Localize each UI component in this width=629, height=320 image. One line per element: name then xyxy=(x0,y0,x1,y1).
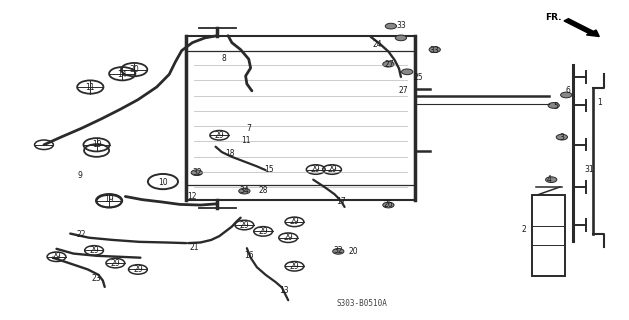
Circle shape xyxy=(383,202,394,208)
Text: 9: 9 xyxy=(77,172,82,180)
Circle shape xyxy=(545,177,557,182)
Text: 11: 11 xyxy=(241,136,250,146)
Text: 15: 15 xyxy=(265,165,274,174)
Text: 27: 27 xyxy=(385,60,394,69)
Text: 16: 16 xyxy=(244,251,253,260)
Text: 29: 29 xyxy=(52,252,61,261)
Circle shape xyxy=(333,249,344,254)
Text: 24: 24 xyxy=(372,40,382,49)
Text: 10: 10 xyxy=(158,178,168,187)
FancyArrow shape xyxy=(564,19,599,36)
Text: FR.: FR. xyxy=(545,13,562,22)
Circle shape xyxy=(548,103,559,108)
Circle shape xyxy=(386,23,396,29)
Text: 23: 23 xyxy=(92,275,101,284)
Text: 29: 29 xyxy=(284,233,293,242)
Text: 20: 20 xyxy=(348,247,358,257)
Text: 29: 29 xyxy=(214,131,224,140)
Bar xyxy=(186,36,415,200)
Circle shape xyxy=(401,69,413,75)
Text: 29: 29 xyxy=(89,246,99,255)
Text: 26: 26 xyxy=(384,200,393,209)
Text: 3: 3 xyxy=(559,133,564,142)
Circle shape xyxy=(429,47,440,52)
Text: 1: 1 xyxy=(597,99,602,108)
Text: 28: 28 xyxy=(259,186,268,195)
Circle shape xyxy=(560,92,572,98)
Text: 33: 33 xyxy=(396,21,406,30)
Text: 21: 21 xyxy=(189,243,199,252)
Text: 6: 6 xyxy=(565,86,571,95)
Circle shape xyxy=(383,61,394,67)
Text: 13: 13 xyxy=(280,285,289,295)
Text: 17: 17 xyxy=(337,197,346,206)
Circle shape xyxy=(556,134,567,140)
Text: 7: 7 xyxy=(247,124,251,133)
Text: 22: 22 xyxy=(77,230,86,239)
Text: 34: 34 xyxy=(240,186,249,195)
Circle shape xyxy=(395,35,406,41)
Text: 32: 32 xyxy=(192,168,201,177)
Bar xyxy=(532,195,565,276)
Text: 4: 4 xyxy=(547,174,552,184)
Text: 29: 29 xyxy=(259,227,268,236)
Text: S303-B0510A: S303-B0510A xyxy=(336,299,387,308)
Circle shape xyxy=(239,188,250,194)
Text: 30: 30 xyxy=(130,65,139,74)
Text: 12: 12 xyxy=(187,192,197,201)
Text: 29: 29 xyxy=(327,165,337,174)
Text: 33: 33 xyxy=(430,46,440,55)
Text: 31: 31 xyxy=(584,165,594,174)
Text: 29: 29 xyxy=(311,165,321,174)
Circle shape xyxy=(191,170,203,176)
Text: 25: 25 xyxy=(413,73,423,82)
Text: 29: 29 xyxy=(289,217,299,226)
Text: 19: 19 xyxy=(104,195,114,204)
Text: 8: 8 xyxy=(221,54,226,63)
Text: 29: 29 xyxy=(240,220,249,229)
Text: 14: 14 xyxy=(118,70,127,79)
Text: 18: 18 xyxy=(225,149,235,158)
Text: 29: 29 xyxy=(289,262,299,271)
Text: 32: 32 xyxy=(333,246,343,255)
Text: 27: 27 xyxy=(399,86,408,95)
Text: 5: 5 xyxy=(553,101,558,111)
Text: 2: 2 xyxy=(522,225,526,234)
Text: 11: 11 xyxy=(86,83,95,92)
Text: 19: 19 xyxy=(92,140,101,148)
Text: 29: 29 xyxy=(111,259,120,268)
Text: 29: 29 xyxy=(133,265,143,274)
